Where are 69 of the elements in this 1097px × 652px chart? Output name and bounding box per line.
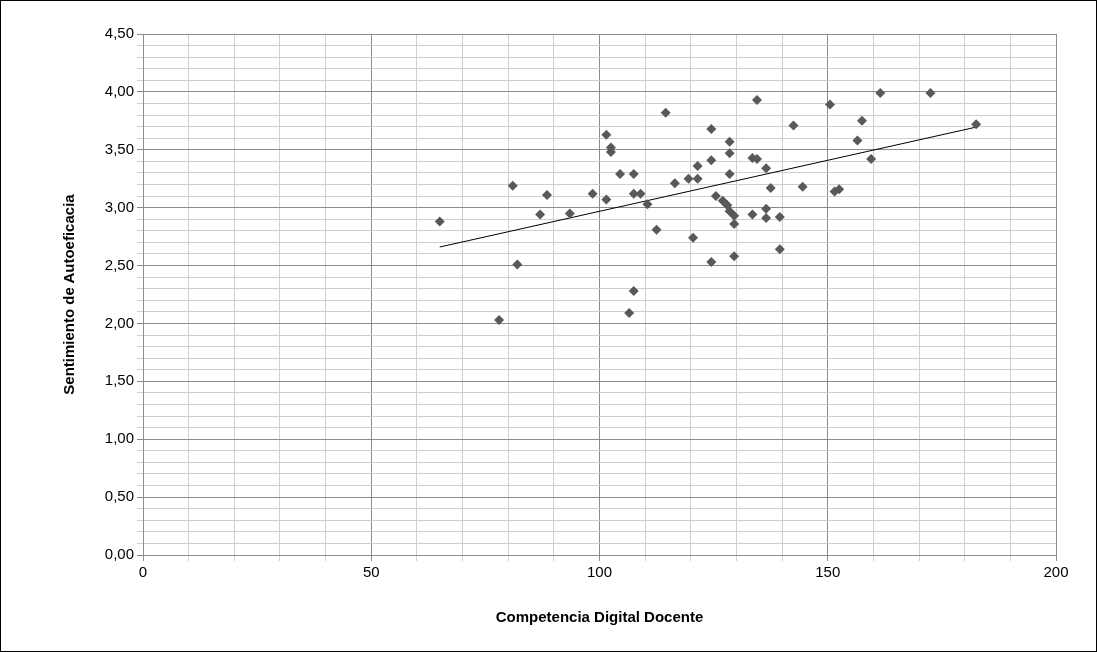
y-tick-label: 2,00 bbox=[104, 313, 134, 331]
point bbox=[507, 180, 518, 191]
y-tick-label: 3,50 bbox=[104, 139, 134, 157]
point bbox=[852, 135, 863, 146]
point bbox=[660, 107, 671, 118]
y-tick-label: 4,00 bbox=[104, 82, 134, 100]
point bbox=[774, 244, 785, 255]
point bbox=[729, 251, 740, 262]
y-tick-label: 1,00 bbox=[104, 429, 134, 447]
point bbox=[601, 129, 612, 140]
point bbox=[535, 209, 546, 220]
x-tick-label: 200 bbox=[1043, 563, 1069, 581]
y-tick-label: 4,50 bbox=[104, 24, 134, 42]
y-tick-label: 0,00 bbox=[104, 545, 134, 563]
y-tick-label: 0,50 bbox=[104, 487, 134, 505]
point bbox=[434, 216, 445, 227]
point bbox=[797, 181, 808, 192]
point bbox=[669, 178, 680, 189]
point bbox=[601, 194, 612, 205]
point bbox=[856, 115, 867, 126]
x-tick-label: 100 bbox=[586, 563, 613, 581]
point bbox=[628, 286, 639, 297]
point bbox=[761, 203, 772, 214]
point bbox=[765, 182, 776, 193]
point bbox=[642, 199, 653, 210]
y-tick-label: 2,50 bbox=[104, 255, 134, 273]
x-axis-title: Competencia Digital Docente bbox=[495, 608, 704, 626]
point bbox=[875, 88, 886, 99]
x-tick-label: 150 bbox=[815, 563, 841, 581]
point bbox=[706, 257, 717, 268]
point bbox=[866, 154, 877, 165]
point bbox=[761, 163, 772, 174]
point bbox=[710, 191, 721, 202]
x-tick-label: 0 bbox=[138, 563, 148, 581]
point bbox=[761, 213, 772, 224]
point bbox=[683, 173, 694, 184]
point bbox=[706, 155, 717, 166]
point bbox=[788, 120, 799, 131]
point bbox=[751, 94, 762, 105]
point bbox=[494, 314, 505, 325]
point bbox=[724, 148, 735, 159]
point bbox=[628, 188, 639, 199]
point bbox=[615, 169, 626, 180]
point bbox=[717, 195, 728, 206]
point bbox=[774, 211, 785, 222]
y-tick-label: 3,00 bbox=[104, 197, 134, 215]
point bbox=[724, 136, 735, 147]
y-axis-title: Sentimiento de Autoeficacia bbox=[60, 193, 78, 395]
point bbox=[925, 88, 936, 99]
point bbox=[692, 173, 703, 184]
point bbox=[724, 206, 735, 217]
point bbox=[729, 210, 740, 221]
point bbox=[688, 232, 699, 243]
x-tick-label: 50 bbox=[362, 563, 380, 581]
point bbox=[747, 209, 758, 220]
point bbox=[692, 160, 703, 171]
point bbox=[651, 224, 662, 235]
point bbox=[542, 189, 552, 200]
point bbox=[834, 184, 845, 195]
point bbox=[724, 169, 735, 180]
point bbox=[825, 99, 836, 110]
y-tick-label: 1,50 bbox=[104, 371, 134, 389]
point bbox=[971, 119, 982, 130]
point bbox=[564, 208, 575, 219]
point bbox=[587, 188, 598, 199]
point bbox=[706, 123, 717, 134]
point bbox=[624, 308, 635, 319]
point bbox=[628, 169, 639, 180]
point bbox=[512, 259, 523, 270]
